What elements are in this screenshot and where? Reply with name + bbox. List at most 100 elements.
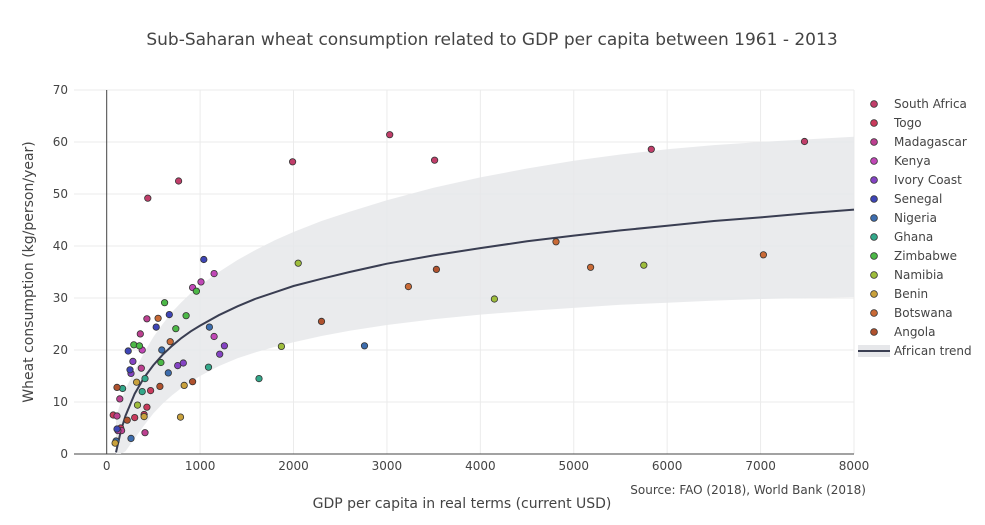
point-zimbabwe[interactable] xyxy=(172,325,180,333)
legend-item-south-africa[interactable]: South Africa xyxy=(870,97,967,111)
legend-item-zimbabwe[interactable]: Zimbabwe xyxy=(870,249,957,263)
point-angola[interactable] xyxy=(113,383,121,391)
legend-marker xyxy=(870,214,878,222)
legend-marker xyxy=(870,138,878,146)
point-togo[interactable] xyxy=(131,413,139,422)
point-zimbabwe[interactable] xyxy=(182,312,190,320)
legend-label: Madagascar xyxy=(894,135,967,149)
point-ivory-coast[interactable] xyxy=(216,350,224,358)
legend-item-nigeria[interactable]: Nigeria xyxy=(870,211,937,225)
legend-item-senegal[interactable]: Senegal xyxy=(870,192,943,206)
legend-item-namibia[interactable]: Namibia xyxy=(870,268,944,282)
point-kenya[interactable] xyxy=(210,332,218,341)
point-nigeria[interactable] xyxy=(205,323,213,331)
point-namibia[interactable] xyxy=(277,342,285,350)
point-madagascar[interactable] xyxy=(141,429,149,437)
point-togo[interactable] xyxy=(143,403,151,411)
legend-label: Nigeria xyxy=(894,211,937,225)
legend-item-ghana[interactable]: Ghana xyxy=(870,230,934,244)
point-angola[interactable] xyxy=(123,416,131,424)
legend-marker xyxy=(870,195,878,203)
confidence-band xyxy=(116,136,854,455)
legend-item-african-trend[interactable]: African trend xyxy=(858,344,972,358)
point-south-africa[interactable] xyxy=(386,131,394,139)
y-axis-label: Wheat consumption (kg/person/year) xyxy=(21,141,37,403)
legend-item-benin[interactable]: Benin xyxy=(870,287,929,301)
point-benin[interactable] xyxy=(140,412,148,421)
point-angola[interactable] xyxy=(156,382,164,390)
point-angola[interactable] xyxy=(189,378,197,386)
legend-label: Ivory Coast xyxy=(894,173,962,187)
point-senegal[interactable] xyxy=(113,425,121,433)
point-namibia[interactable] xyxy=(294,259,302,267)
point-benin[interactable] xyxy=(176,413,185,421)
point-nigeria[interactable] xyxy=(158,346,166,354)
point-senegal[interactable] xyxy=(165,310,173,319)
point-angola[interactable] xyxy=(317,317,326,325)
legend-item-kenya[interactable]: Kenya xyxy=(870,154,931,168)
point-kenya[interactable] xyxy=(197,278,205,286)
point-nigeria[interactable] xyxy=(360,342,369,350)
y-tick-label: 70 xyxy=(53,83,68,97)
point-botswana[interactable] xyxy=(404,282,412,291)
point-south-africa[interactable] xyxy=(430,156,439,164)
point-benin[interactable] xyxy=(111,439,119,447)
point-ivory-coast[interactable] xyxy=(220,342,228,350)
point-senegal[interactable] xyxy=(200,255,208,264)
legend-label: Togo xyxy=(893,116,922,130)
point-botswana[interactable] xyxy=(586,263,595,271)
point-senegal[interactable] xyxy=(124,347,132,355)
point-angola[interactable] xyxy=(432,265,440,273)
point-ghana[interactable] xyxy=(255,374,263,383)
legend-item-angola[interactable]: Angola xyxy=(870,325,936,339)
point-madagascar[interactable] xyxy=(116,395,124,403)
point-namibia[interactable] xyxy=(640,261,648,269)
y-tick-labels: 0 10 20 30 40 50 60 70 xyxy=(53,83,68,461)
x-tick-label: 6000 xyxy=(652,459,683,473)
scatter-points xyxy=(109,131,809,447)
point-benin[interactable] xyxy=(180,381,188,389)
point-south-africa[interactable] xyxy=(144,194,152,202)
point-ivory-coast[interactable] xyxy=(129,357,137,365)
point-zimbabwe[interactable] xyxy=(161,299,169,307)
legend-marker xyxy=(870,290,878,298)
point-ghana[interactable] xyxy=(204,363,213,371)
point-south-africa[interactable] xyxy=(175,177,183,185)
legend-marker xyxy=(870,233,878,241)
point-botswana[interactable] xyxy=(759,251,768,259)
point-madagascar[interactable] xyxy=(143,315,151,323)
point-namibia[interactable] xyxy=(490,295,498,303)
point-togo[interactable] xyxy=(147,386,155,395)
point-south-africa[interactable] xyxy=(647,145,655,153)
y-tick-label: 0 xyxy=(60,447,68,461)
point-kenya[interactable] xyxy=(210,269,218,278)
x-tick-label: 3000 xyxy=(372,459,403,473)
point-senegal[interactable] xyxy=(152,323,160,331)
legend-item-madagascar[interactable]: Madagascar xyxy=(870,135,967,149)
trend-band xyxy=(116,136,854,455)
legend-item-ivory-coast[interactable]: Ivory Coast xyxy=(870,173,963,187)
point-madagascar[interactable] xyxy=(136,330,144,338)
point-nigeria[interactable] xyxy=(164,369,172,377)
point-madagascar[interactable] xyxy=(137,364,145,372)
point-south-africa[interactable] xyxy=(288,158,297,166)
point-nigeria[interactable] xyxy=(127,434,135,442)
point-botswana[interactable] xyxy=(154,314,162,322)
point-ivory-coast[interactable] xyxy=(179,359,187,367)
y-tick-label: 40 xyxy=(53,239,68,253)
point-south-africa[interactable] xyxy=(800,137,809,146)
point-botswana[interactable] xyxy=(166,338,174,346)
point-ghana[interactable] xyxy=(138,387,146,396)
legend-item-botswana[interactable]: Botswana xyxy=(870,306,953,320)
point-senegal[interactable] xyxy=(126,366,134,374)
point-namibia[interactable] xyxy=(133,401,142,409)
point-botswana[interactable] xyxy=(552,238,560,246)
point-madagascar[interactable] xyxy=(113,412,121,420)
legend-item-togo[interactable]: Togo xyxy=(870,116,922,130)
point-zimbabwe[interactable] xyxy=(192,287,200,295)
point-zimbabwe[interactable] xyxy=(157,358,165,367)
point-benin[interactable] xyxy=(133,378,141,386)
point-ghana[interactable] xyxy=(141,374,149,383)
point-zimbabwe[interactable] xyxy=(135,342,143,350)
